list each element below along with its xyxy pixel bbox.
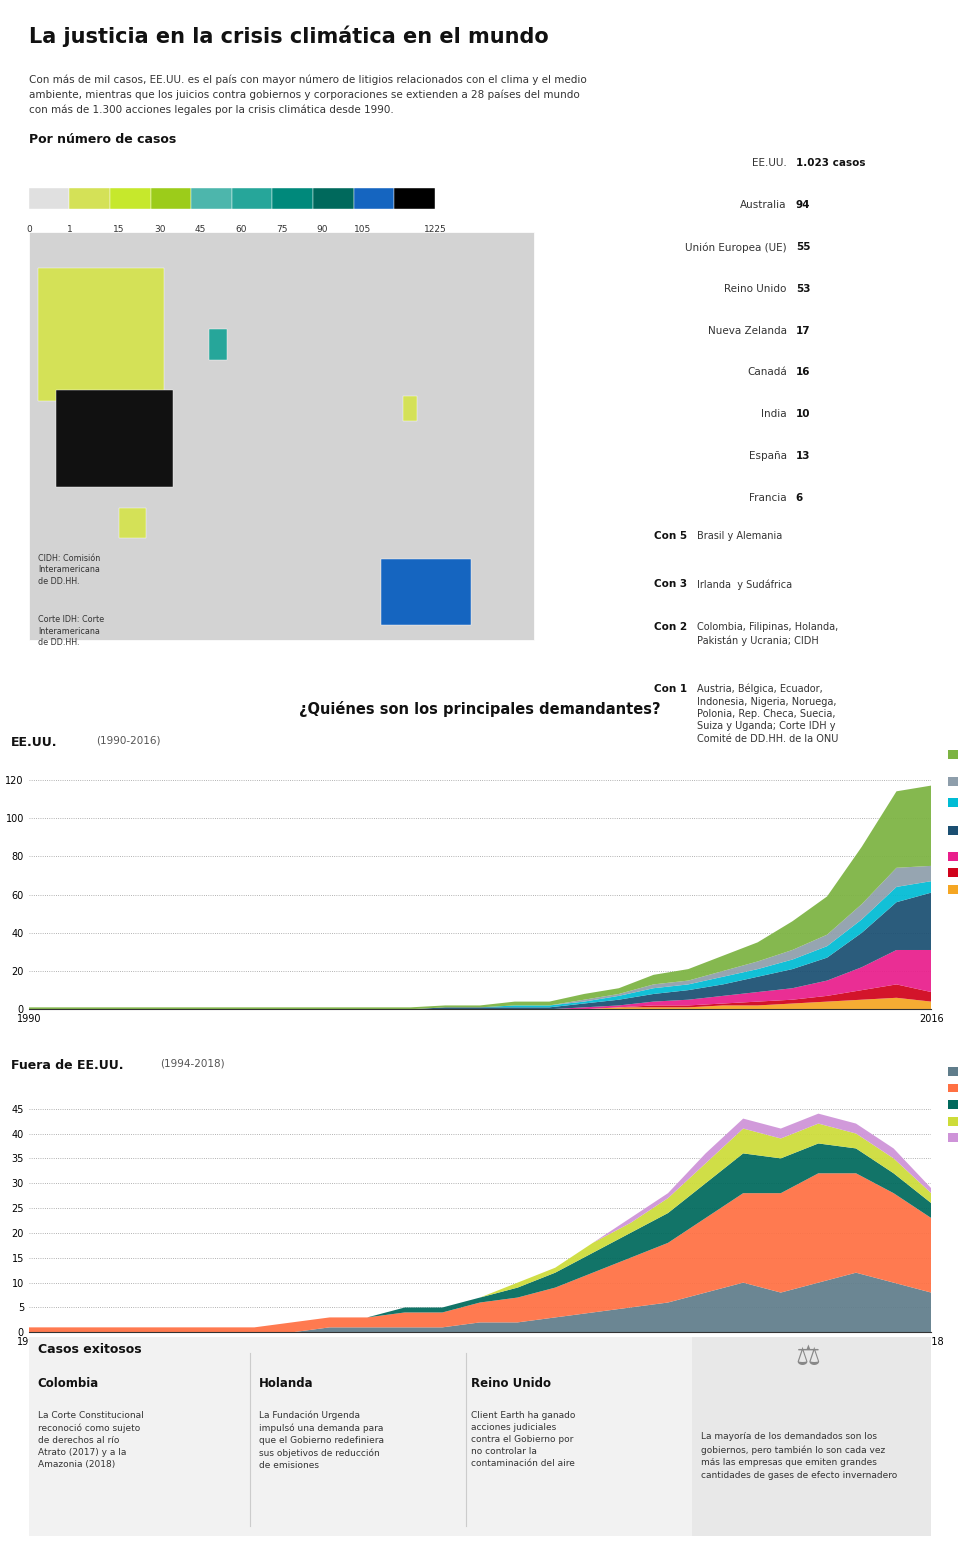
FancyBboxPatch shape — [110, 189, 151, 209]
FancyBboxPatch shape — [151, 189, 191, 209]
Text: (1990-2016): (1990-2016) — [96, 736, 161, 745]
Text: 90: 90 — [317, 224, 327, 234]
Text: CIDH: Comisión
Interamericana
de DD.HH.: CIDH: Comisión Interamericana de DD.HH. — [37, 553, 100, 586]
Text: Holanda: Holanda — [259, 1377, 314, 1391]
FancyBboxPatch shape — [29, 189, 69, 209]
FancyBboxPatch shape — [29, 232, 534, 641]
FancyBboxPatch shape — [231, 189, 273, 209]
Text: Corte IDH: Corte
Interamericana
de DD.HH.: Corte IDH: Corte Interamericana de DD.HH… — [37, 614, 104, 647]
Text: Francia: Francia — [749, 493, 787, 504]
Text: 10: 10 — [796, 410, 810, 419]
Legend: Organización jurídica/
medioambiental, Corporación de
negocios, Gobierno estatal: Organización jurídica/ medioambiental, C… — [945, 741, 960, 898]
Text: 13: 13 — [796, 451, 810, 461]
Text: EE.UU.: EE.UU. — [752, 159, 787, 168]
Text: EE.UU.: EE.UU. — [11, 736, 58, 748]
Text: ¿Quiénes son los principales demandantes?: ¿Quiénes son los principales demandantes… — [300, 702, 660, 717]
Text: 30: 30 — [154, 224, 165, 234]
Text: Por número de casos: Por número de casos — [29, 133, 176, 145]
FancyBboxPatch shape — [29, 1338, 931, 1536]
FancyBboxPatch shape — [37, 268, 164, 401]
FancyBboxPatch shape — [119, 508, 146, 538]
Text: Unión Europea (UE): Unión Europea (UE) — [685, 242, 787, 253]
Text: 1: 1 — [66, 224, 72, 234]
FancyBboxPatch shape — [403, 396, 417, 421]
Text: 17: 17 — [796, 326, 810, 335]
Text: La Corte Constitucional
reconoció como sujeto
de derechos al río
Atrato (2017) y: La Corte Constitucional reconoció como s… — [37, 1411, 144, 1469]
Text: 53: 53 — [796, 284, 810, 293]
FancyBboxPatch shape — [56, 390, 173, 488]
Text: Con 2: Con 2 — [655, 622, 687, 633]
Text: Australia: Australia — [740, 200, 787, 210]
Text: 1.023 casos: 1.023 casos — [796, 159, 865, 168]
FancyBboxPatch shape — [692, 1338, 931, 1536]
Text: España: España — [749, 451, 787, 461]
FancyBboxPatch shape — [191, 189, 231, 209]
Text: Reino Unido: Reino Unido — [725, 284, 787, 293]
Text: Con más de mil casos, EE.UU. es el país con mayor número de litigios relacionado: Con más de mil casos, EE.UU. es el país … — [29, 75, 587, 115]
Text: (1994-2018): (1994-2018) — [159, 1059, 225, 1069]
Text: 94: 94 — [796, 200, 810, 210]
Text: Casos exitosos: Casos exitosos — [37, 1344, 141, 1356]
Text: 0: 0 — [26, 224, 32, 234]
Text: La mayoría de los demandados son los
gobiernos, pero también lo son cada vez
más: La mayoría de los demandados son los gob… — [701, 1433, 898, 1479]
Text: 105: 105 — [354, 224, 372, 234]
Text: Con 3: Con 3 — [655, 578, 687, 589]
Text: Irlanda  y Sudáfrica: Irlanda y Sudáfrica — [697, 578, 792, 589]
Text: Client Earth ha ganado
acciones judiciales
contra el Gobierno por
no controlar l: Client Earth ha ganado acciones judicial… — [471, 1411, 575, 1469]
Text: Reino Unido: Reino Unido — [471, 1377, 551, 1391]
Legend: Corporación, Gobierno, Individuo, ONG, Mixto: Corporación, Gobierno, Individuo, ONG, M… — [945, 1063, 960, 1146]
FancyBboxPatch shape — [353, 189, 395, 209]
Text: La Fundación Urgenda
impulsó una demanda para
que el Gobierno redefiniera
sus ob: La Fundación Urgenda impulsó una demanda… — [259, 1411, 384, 1470]
Text: La justicia en la crisis climática en el mundo: La justicia en la crisis climática en el… — [29, 27, 548, 47]
Text: Colombia: Colombia — [37, 1377, 99, 1391]
Text: Brasil y Alemania: Brasil y Alemania — [697, 530, 781, 541]
FancyBboxPatch shape — [209, 329, 228, 360]
Text: 15: 15 — [113, 224, 125, 234]
Text: 16: 16 — [796, 368, 810, 377]
Text: 55: 55 — [796, 242, 810, 253]
Text: 45: 45 — [195, 224, 206, 234]
FancyBboxPatch shape — [69, 189, 110, 209]
Text: Canadá: Canadá — [747, 368, 787, 377]
FancyBboxPatch shape — [381, 558, 471, 625]
Text: 60: 60 — [235, 224, 247, 234]
Text: 6: 6 — [796, 493, 804, 504]
Text: India: India — [761, 410, 787, 419]
Text: Con 1: Con 1 — [655, 684, 687, 694]
Text: Fuera de EE.UU.: Fuera de EE.UU. — [11, 1059, 123, 1073]
FancyBboxPatch shape — [395, 189, 435, 209]
Text: Austria, Bélgica, Ecuador,
Indonesia, Nigeria, Noruega,
Polonia, Rep. Checa, Sue: Austria, Bélgica, Ecuador, Indonesia, Ni… — [697, 684, 838, 744]
Text: ⚖: ⚖ — [795, 1344, 820, 1372]
FancyBboxPatch shape — [313, 189, 353, 209]
Text: 75: 75 — [276, 224, 287, 234]
Text: Nueva Zelanda: Nueva Zelanda — [708, 326, 787, 335]
FancyBboxPatch shape — [273, 189, 313, 209]
Text: 1225: 1225 — [423, 224, 446, 234]
Text: Con 5: Con 5 — [655, 530, 687, 541]
Text: Colombia, Filipinas, Holanda,
Pakistán y Ucrania; CIDH: Colombia, Filipinas, Holanda, Pakistán y… — [697, 622, 838, 645]
